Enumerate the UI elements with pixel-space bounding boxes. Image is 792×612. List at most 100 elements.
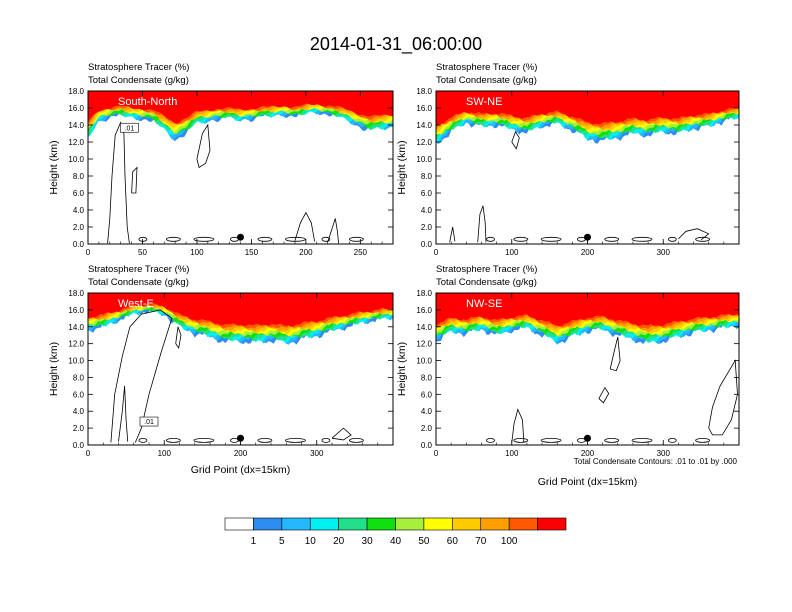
colorbar-label: 20: [333, 536, 345, 547]
condensate-cell: [513, 236, 529, 242]
condensate-cell: [138, 236, 148, 242]
y-tick-label: 8.0: [421, 373, 433, 382]
condensate-contour: [196, 123, 211, 169]
tracer-field: [88, 293, 393, 345]
y-tick-label: 6.0: [421, 390, 433, 399]
colorbar-swatch: [395, 517, 425, 531]
y-tick-label: 16.0: [68, 306, 84, 315]
y-tick-label: 8.0: [73, 373, 85, 382]
condensate-cell: [604, 437, 620, 443]
x-tick-label: 50: [138, 248, 147, 257]
condensate-cell: [667, 236, 677, 242]
contour-label-box: [139, 416, 159, 427]
tracer-field: [88, 91, 393, 142]
y-tick-label: 10.0: [416, 155, 432, 164]
x-axis-label: Grid Point (dx=15km): [538, 476, 638, 488]
contour-label-box: [120, 122, 139, 133]
y-tick-label: 18.0: [416, 289, 432, 298]
y-tick-label: 12.0: [68, 340, 84, 349]
y-tick-label: 8.0: [421, 172, 433, 181]
y-tick-label: 6.0: [73, 189, 85, 198]
condensate-cell: [513, 437, 529, 443]
colorbar-swatch: [480, 517, 510, 531]
header-tracer: Stratosphere Tracer (%): [436, 264, 537, 275]
location-marker: [237, 233, 244, 241]
y-tick-label: 6.0: [73, 390, 85, 399]
condensate-cell: [540, 236, 562, 242]
condensate-contour: [175, 326, 182, 349]
condensate-cell: [631, 437, 653, 443]
condensate-cell: [348, 236, 364, 242]
condensate-cell: [165, 236, 181, 242]
colorbar-swatch: [537, 517, 567, 531]
x-tick-label: 250: [354, 248, 368, 257]
condensate-cell: [486, 437, 495, 443]
tracer-band-11: [436, 91, 739, 127]
y-axis-label: Height (km): [396, 342, 408, 396]
y-axis-label: Height (km): [48, 342, 60, 396]
y-tick-label: 2.0: [421, 424, 433, 433]
y-tick-label: 4.0: [73, 206, 85, 215]
y-tick-label: 14.0: [68, 323, 84, 332]
y-tick-label: 16.0: [416, 306, 432, 315]
y-tick-label: 2.0: [73, 424, 85, 433]
header-tracer: Stratosphere Tracer (%): [88, 62, 189, 73]
condensate-contour: [110, 309, 173, 443]
tracer-band-11: [88, 91, 393, 124]
colorbar-label: 50: [418, 536, 430, 547]
x-tick-label: 300: [310, 449, 324, 458]
condensate-contour: [331, 427, 352, 441]
colorbar-label: 70: [475, 536, 487, 547]
condensate-contour: [131, 166, 138, 194]
x-tick-label: 300: [657, 449, 671, 458]
colorbar-label: 40: [390, 536, 402, 547]
y-tick-label: 14.0: [416, 323, 432, 332]
panel-label: West-E: [118, 298, 154, 310]
y-tick-label: 0.0: [73, 441, 85, 450]
condensate-contours: [110, 309, 364, 443]
figure-title: 2014-01-31_06:00:00: [310, 34, 482, 55]
x-tick-label: 0: [86, 449, 91, 458]
colorbar-swatch: [281, 517, 311, 531]
condensate-cell: [604, 236, 620, 242]
x-tick-label: 200: [581, 248, 595, 257]
y-tick-label: 8.0: [73, 172, 85, 181]
x-tick-label: 200: [299, 248, 313, 257]
y-tick-label: 6.0: [421, 189, 433, 198]
y-tick-label: 0.0: [421, 441, 433, 450]
x-tick-label: 300: [657, 248, 671, 257]
condensate-cell: [540, 437, 562, 443]
location-marker: [584, 434, 591, 442]
panel-sw-ne: SW-NE Stratosphere Tracer (%) Total Conden…: [396, 62, 740, 257]
y-tick-label: 0.0: [73, 240, 85, 249]
condensate-contour: [477, 205, 487, 243]
contour-label: .01: [125, 125, 135, 132]
condensate-contour: [598, 386, 610, 404]
y-axis-label: Height (km): [48, 140, 60, 194]
y-tick-label: 2.0: [421, 223, 433, 232]
condensate-cell: [193, 437, 215, 443]
y-tick-label: 12.0: [416, 138, 432, 147]
colorbar-swatch: [452, 517, 482, 531]
header-condensate: Total Condensate (g/kg): [88, 277, 189, 288]
colorbar-label: 30: [362, 536, 374, 547]
colorbar-swatch: [224, 517, 254, 531]
condensate-contour: [294, 211, 315, 242]
condensate-cell: [321, 236, 331, 242]
condensate-contour: [511, 130, 520, 150]
y-tick-label: 18.0: [416, 87, 432, 96]
colorbar-swatch: [508, 517, 538, 531]
condensate-contour: [107, 121, 130, 244]
x-tick-label: 150: [245, 248, 259, 257]
colorbar: 1 5 10 20 30 40 50 60 70 100: [224, 517, 567, 547]
header-tracer: Stratosphere Tracer (%): [436, 62, 537, 73]
x-tick-label: 200: [581, 449, 595, 458]
condensate-contour: [511, 408, 525, 443]
panel-label: South-North: [118, 96, 177, 108]
condensate-contour: [449, 226, 456, 243]
condensate-contour: [327, 218, 339, 243]
y-tick-label: 10.0: [416, 357, 432, 366]
y-tick-label: 14.0: [68, 121, 84, 130]
y-tick-label: 18.0: [68, 87, 84, 96]
